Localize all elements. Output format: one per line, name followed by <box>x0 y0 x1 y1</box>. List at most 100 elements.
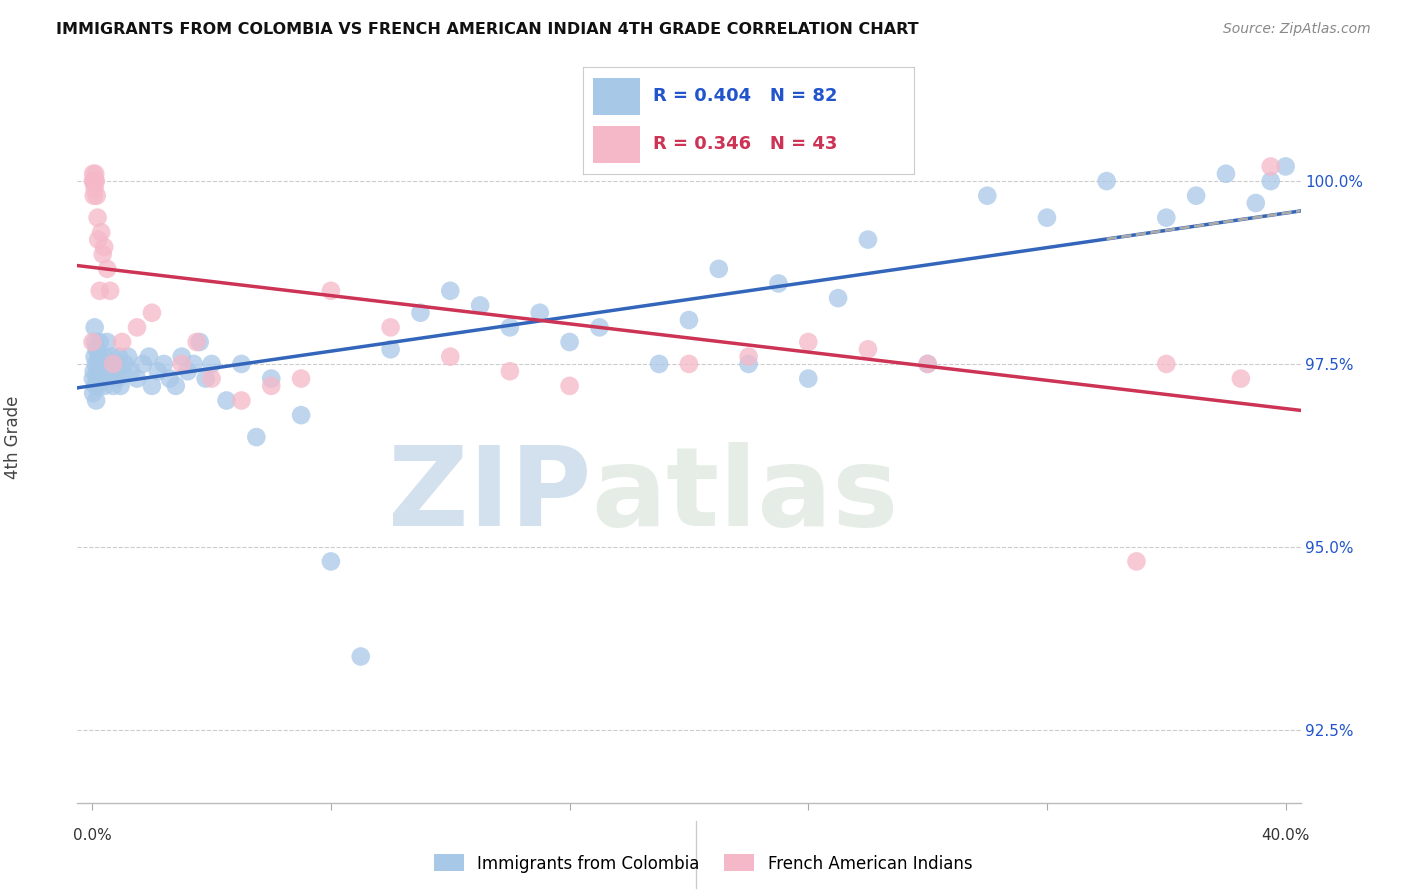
Point <box>231 393 253 408</box>
Point <box>380 320 402 334</box>
Point <box>82 334 104 349</box>
Point <box>231 357 253 371</box>
Point <box>290 408 312 422</box>
Point <box>1215 167 1237 181</box>
Point <box>87 233 110 247</box>
Point <box>529 306 551 320</box>
Point <box>797 371 820 385</box>
Point <box>1156 211 1178 225</box>
Point <box>90 357 112 371</box>
Point <box>98 371 121 385</box>
Text: 4th Grade: 4th Grade <box>4 395 22 479</box>
Point <box>87 379 110 393</box>
Point <box>98 284 121 298</box>
Point <box>1274 160 1296 174</box>
Point <box>90 364 112 378</box>
Point <box>91 371 114 385</box>
Point <box>83 364 105 378</box>
Point <box>83 174 105 188</box>
Point <box>89 334 111 349</box>
Point <box>86 211 108 225</box>
Point <box>91 247 114 261</box>
Point <box>125 371 148 385</box>
Point <box>1230 371 1253 385</box>
Point <box>737 350 759 364</box>
Point <box>96 334 118 349</box>
Point <box>1036 211 1059 225</box>
Point <box>319 284 342 298</box>
Text: R = 0.346   N = 43: R = 0.346 N = 43 <box>652 135 837 153</box>
Point <box>84 379 107 393</box>
Point <box>93 240 115 254</box>
Text: atlas: atlas <box>591 442 898 549</box>
Point <box>117 350 139 364</box>
Point <box>84 334 107 349</box>
Point <box>558 334 581 349</box>
Point <box>1185 188 1208 202</box>
Text: Source: ZipAtlas.com: Source: ZipAtlas.com <box>1223 22 1371 37</box>
Point <box>83 188 105 202</box>
Point <box>111 364 134 378</box>
Point <box>83 320 105 334</box>
Point <box>105 357 128 371</box>
Point <box>194 371 217 385</box>
Point <box>94 364 117 378</box>
Point <box>186 334 208 349</box>
Point <box>409 306 432 320</box>
Point <box>260 379 283 393</box>
Point <box>97 357 120 371</box>
Point <box>170 357 193 371</box>
Point <box>1125 554 1147 568</box>
Point <box>439 284 461 298</box>
Point <box>82 174 104 188</box>
Bar <box>593 78 640 115</box>
Point <box>84 174 107 188</box>
Point <box>856 233 879 247</box>
Point <box>499 320 522 334</box>
Point <box>558 379 581 393</box>
Point <box>588 320 610 334</box>
Point <box>215 393 238 408</box>
Legend: Immigrants from Colombia, French American Indians: Immigrants from Colombia, French America… <box>427 847 979 880</box>
Point <box>183 357 205 371</box>
Point <box>84 174 107 188</box>
Point <box>797 334 820 349</box>
Point <box>678 313 700 327</box>
Point <box>107 371 129 385</box>
Point <box>96 261 118 276</box>
Point <box>101 379 124 393</box>
Point <box>245 430 267 444</box>
Text: 0.0%: 0.0% <box>73 829 111 844</box>
Point <box>1156 357 1178 371</box>
Point <box>84 357 107 371</box>
Point <box>146 364 169 378</box>
Point <box>100 350 122 364</box>
Point <box>114 357 136 371</box>
Point <box>188 334 211 349</box>
Bar <box>593 126 640 163</box>
Point <box>83 350 105 364</box>
Point <box>86 188 108 202</box>
Point <box>89 284 111 298</box>
Point <box>1244 196 1267 211</box>
Point <box>499 364 522 378</box>
Point <box>917 357 939 371</box>
Text: ZIP: ZIP <box>388 442 591 549</box>
Text: 40.0%: 40.0% <box>1261 829 1310 844</box>
Point <box>165 379 187 393</box>
Point <box>917 357 939 371</box>
Point <box>707 261 730 276</box>
Point <box>319 554 342 568</box>
Point <box>82 167 104 181</box>
Point <box>1260 160 1282 174</box>
Point <box>159 371 181 385</box>
Point <box>90 225 112 239</box>
Point <box>170 350 193 364</box>
Point <box>200 357 222 371</box>
Point <box>1095 174 1118 188</box>
Point <box>768 277 790 291</box>
Point <box>648 357 671 371</box>
Text: R = 0.404   N = 82: R = 0.404 N = 82 <box>652 87 838 104</box>
Point <box>177 364 200 378</box>
Point <box>350 649 373 664</box>
